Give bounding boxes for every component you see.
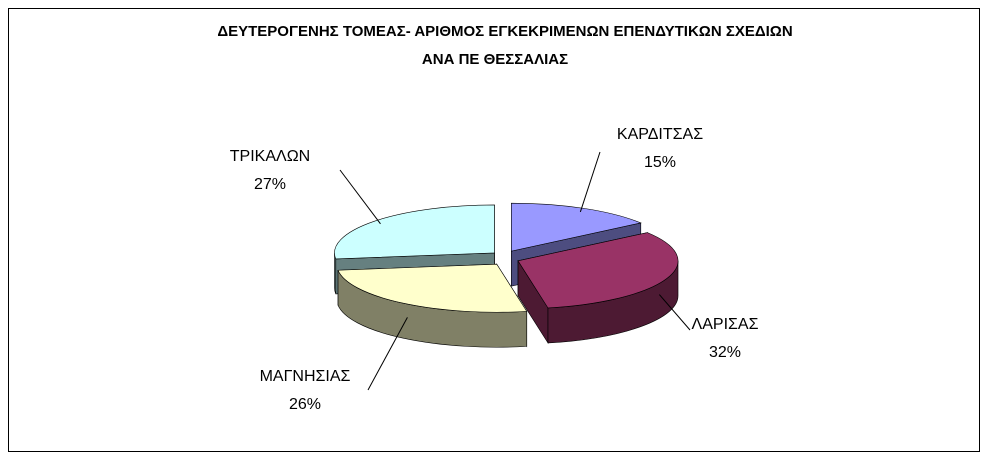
chart-title: ΑΝΑ ΠΕ ΘΕΣΣΑΛΙΑΣ [422, 51, 568, 68]
data-label: ΜΑΓΝΗΣΙΑΣ [260, 368, 351, 385]
data-label: ΚΑΡΔΙΤΣΑΣ [617, 126, 703, 143]
data-label: 32% [709, 344, 741, 361]
chart-title: ΔΕΥΤΕΡΟΓΕΝΗΣ ΤΟΜΕΑΣ- ΑΡΙΘΜΟΣ ΕΓΚΕΚΡΙΜΕΝΩ… [217, 23, 792, 40]
data-label: ΛΑΡΙΣΑΣ [692, 316, 759, 333]
data-label: 26% [289, 396, 321, 413]
slice [334, 204, 495, 260]
slice [517, 232, 679, 309]
leader-line [658, 294, 691, 331]
data-label: 15% [644, 154, 676, 171]
leader-line [579, 151, 601, 213]
slice [511, 202, 642, 252]
data-label: 27% [254, 176, 286, 193]
leader-line [339, 169, 381, 225]
leader-line [367, 317, 408, 391]
slice [337, 263, 528, 313]
data-label: ΤΡΙΚΑΛΩΝ [230, 148, 310, 165]
